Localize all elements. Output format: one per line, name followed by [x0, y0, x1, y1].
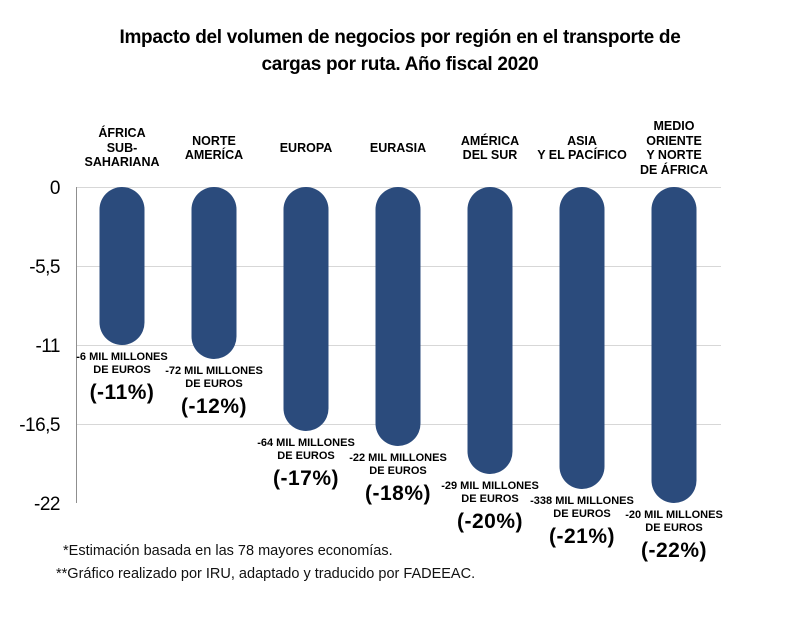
bar-eurasia [375, 187, 421, 446]
bar-africa-subsahariana [99, 187, 145, 345]
bar-value-labels: -6 MIL MILLONES DE EUROS (-11%) [55, 351, 189, 405]
bar-norte-america [191, 187, 237, 359]
bar-percent-label: (-12%) [180, 395, 247, 418]
y-tick-label: 0 [49, 178, 61, 199]
category-header-medio-oriente-norte-africa: MEDIO ORIENTE Y NORTE DE ÁFRICA [628, 119, 720, 177]
category-header-label: EUROPA [279, 140, 333, 155]
y-tick-label: -16,5 [19, 415, 60, 436]
footnote-estimation: *Estimación basada en las 78 mayores eco… [63, 543, 393, 559]
y-axis-tick-labels: 0 -5,5 -11 -16,5 -22 [0, 179, 66, 514]
bar-amount-label: -64 MIL MILLONES DE EUROS [257, 437, 355, 462]
bar-percent-label: (-11%) [89, 381, 155, 404]
category-header-norte-america: NORTE AMERÍCA [168, 121, 260, 175]
bar-medio-oriente-norte-africa [651, 187, 697, 503]
bar-value-labels: -20 MIL MILLONES DE EUROS (-22%) [607, 509, 741, 563]
category-header-eurasia: EURASIA [352, 121, 444, 175]
category-header-label: ASIA Y EL PACÍFICO [537, 133, 627, 163]
category-headers: ÁFRICA SUB-SAHARIANA NORTE AMERÍCA EUROP… [76, 119, 720, 177]
bar-value-labels: -338 MIL MILLONES DE EUROS (-21%) [515, 495, 649, 549]
y-tick-label: -22 [34, 494, 60, 515]
bar-america-del-sur [467, 187, 513, 474]
chart-title: Impacto del volumen de negocios por regi… [119, 27, 681, 75]
category-header-label: MEDIO ORIENTE Y NORTE DE ÁFRICA [639, 119, 709, 177]
bar-amount-label: -22 MIL MILLONES DE EUROS [349, 452, 447, 477]
y-tick-label: -5,5 [29, 257, 60, 278]
bar-percent-label: (-21%) [548, 525, 615, 548]
bar-value-labels: -72 MIL MILLONES DE EUROS (-12%) [147, 365, 281, 419]
bar-column-europa: -64 MIL MILLONES DE EUROS (-17%) [257, 187, 355, 503]
bar-value-labels: -29 MIL MILLONES DE EUROS (-20%) [423, 480, 557, 534]
bar-asia-pacifico [559, 187, 605, 489]
bar-percent-label: (-17%) [272, 467, 339, 490]
category-header-label: ÁFRICA SUB-SAHARIANA [84, 126, 160, 170]
bar-amount-label: -338 MIL MILLONES DE EUROS [530, 495, 634, 520]
bar-column-asia-pacifico: -338 MIL MILLONES DE EUROS (-21%) [530, 187, 634, 548]
bar-column-africa-subsahariana: -6 MIL MILLONES DE EUROS (-11%) [76, 187, 168, 503]
bar-column-norte-america: -72 MIL MILLONES DE EUROS (-12%) [165, 187, 263, 503]
bar-amount-label: -6 MIL MILLONES DE EUROS [76, 351, 168, 376]
category-header-africa-subsahariana: ÁFRICA SUB-SAHARIANA [76, 121, 168, 175]
bar-europa [283, 187, 329, 431]
footnotes: *Estimación basada en las 78 mayores eco… [56, 540, 475, 586]
category-header-america-del-sur: AMÉRICA DEL SUR [444, 121, 536, 175]
category-header-label: NORTE AMERÍCA [184, 133, 244, 163]
category-header-europa: EUROPA [260, 121, 352, 175]
bar-column-america-del-sur: -29 MIL MILLONES DE EUROS (-20%) [441, 187, 539, 533]
bar-column-medio-oriente-norte-africa: -20 MIL MILLONES DE EUROS (-22%) [625, 187, 723, 562]
footnote-source: **Gráfico realizado por IRU, adaptado y … [56, 566, 476, 582]
category-header-label: AMÉRICA DEL SUR [460, 133, 520, 163]
bar-percent-label: (-18%) [364, 482, 431, 505]
bar-value-labels: -64 MIL MILLONES DE EUROS (-17%) [239, 437, 373, 491]
bars-layer: -6 MIL MILLONES DE EUROS (-11%) -72 MIL … [76, 187, 723, 562]
bar-amount-label: -72 MIL MILLONES DE EUROS [165, 365, 263, 390]
bar-percent-label: (-22%) [640, 539, 707, 562]
bar-percent-label: (-20%) [456, 510, 523, 533]
bar-column-eurasia: -22 MIL MILLONES DE EUROS (-18%) [349, 187, 447, 505]
bar-value-labels: -22 MIL MILLONES DE EUROS (-18%) [331, 452, 465, 506]
category-header-asia-pacifico: ASIA Y EL PACÍFICO [536, 121, 628, 175]
y-tick-label: -11 [35, 336, 60, 357]
bar-amount-label: -29 MIL MILLONES DE EUROS [441, 480, 539, 505]
bar-amount-label: -20 MIL MILLONES DE EUROS [625, 509, 723, 534]
category-header-label: EURASIA [369, 140, 427, 155]
